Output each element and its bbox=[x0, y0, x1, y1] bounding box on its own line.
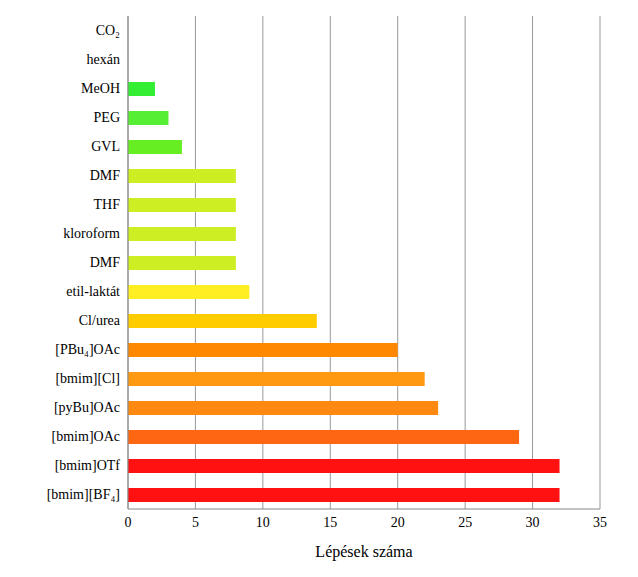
svg-text:GVL: GVL bbox=[91, 139, 120, 154]
svg-text:[PBu₄]OAc: [PBu₄]OAc bbox=[55, 342, 120, 357]
svg-text:DMF: DMF bbox=[90, 255, 121, 270]
svg-text:etil-laktát: etil-laktát bbox=[66, 284, 120, 299]
svg-text:[bmim]OAc: [bmim]OAc bbox=[52, 429, 120, 444]
svg-text:30: 30 bbox=[526, 515, 540, 530]
svg-text:PEG: PEG bbox=[94, 110, 120, 125]
svg-text:DMF: DMF bbox=[90, 168, 121, 183]
svg-text:hexán: hexán bbox=[87, 52, 120, 67]
svg-text:Lépések száma: Lépések száma bbox=[315, 543, 412, 561]
svg-text:[bmim][Cl]: [bmim][Cl] bbox=[55, 371, 120, 386]
svg-text:CO₂: CO₂ bbox=[96, 23, 120, 38]
svg-text:5: 5 bbox=[192, 515, 199, 530]
svg-text:25: 25 bbox=[458, 515, 472, 530]
svg-text:35: 35 bbox=[593, 515, 607, 530]
svg-text:0: 0 bbox=[125, 515, 132, 530]
svg-text:kloroform: kloroform bbox=[63, 226, 120, 241]
svg-text:[pyBu]OAc: [pyBu]OAc bbox=[54, 400, 120, 415]
svg-text:20: 20 bbox=[391, 515, 405, 530]
svg-text:Cl/urea: Cl/urea bbox=[79, 313, 121, 328]
svg-text:THF: THF bbox=[94, 197, 121, 212]
svg-text:15: 15 bbox=[323, 515, 337, 530]
svg-text:10: 10 bbox=[256, 515, 270, 530]
svg-text:MeOH: MeOH bbox=[81, 81, 120, 96]
svg-text:[bmim]OTf: [bmim]OTf bbox=[55, 458, 121, 473]
svg-text:[bmim][BF₄]: [bmim][BF₄] bbox=[47, 487, 120, 502]
